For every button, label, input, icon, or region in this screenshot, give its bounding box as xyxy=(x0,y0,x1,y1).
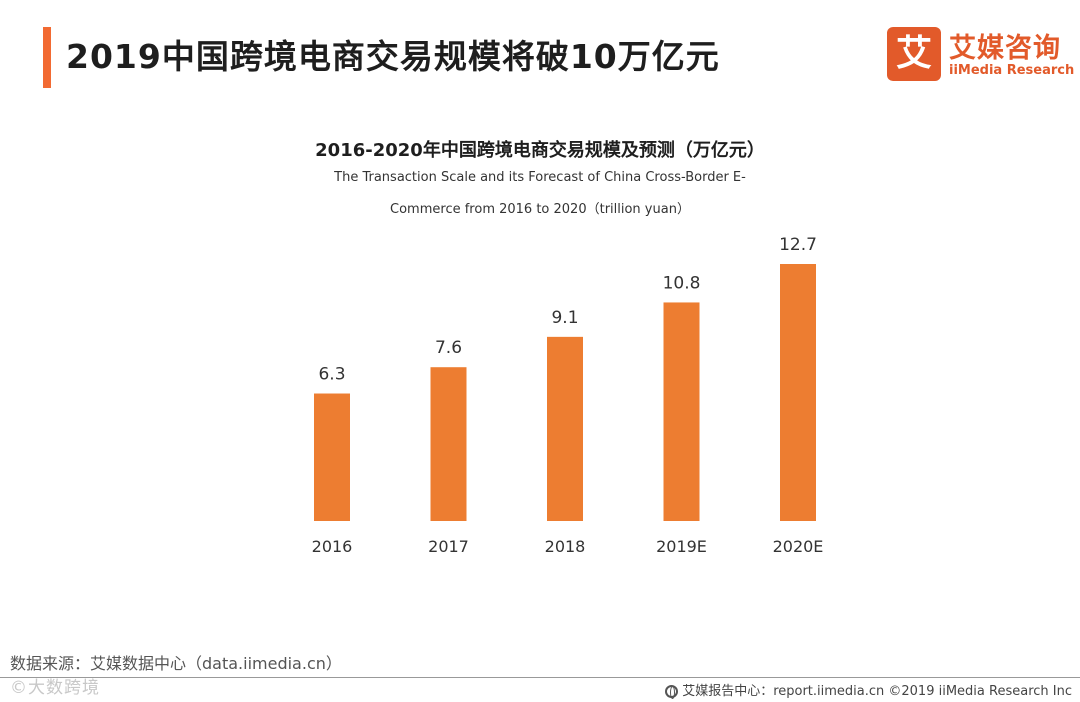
footer-copyright: 艾媒报告中心：report.iimedia.cn ©2019 iiMedia R… xyxy=(665,680,1072,699)
bar-2018 xyxy=(547,336,583,521)
x-tick-label-2019E: 2019E xyxy=(656,537,707,556)
logo-name-cn: 艾媒咨询 xyxy=(949,33,1061,64)
logo-mark-icon: 艾 xyxy=(887,27,941,81)
bar-2016 xyxy=(314,393,350,521)
x-tick-label-2020E: 2020E xyxy=(773,537,824,556)
data-source: 数据来源：艾媒数据中心（data.iimedia.cn） xyxy=(10,654,342,673)
chart-subtitle-line1: The Transaction Scale and its Forecast o… xyxy=(334,170,746,185)
value-label-2017: 7.6 xyxy=(435,338,462,358)
footer-divider xyxy=(0,677,1080,678)
x-tick-label-2017: 2017 xyxy=(428,537,469,556)
value-label-2019E: 10.8 xyxy=(663,273,701,293)
chart-subtitle-line2: Commerce from 2016 to 2020（trillion yuan… xyxy=(390,202,690,217)
title-accent-bar xyxy=(43,27,51,88)
bar-2019E xyxy=(663,302,700,521)
globe-icon xyxy=(665,685,679,699)
bar-2017 xyxy=(430,367,467,521)
x-tick-label-2016: 2016 xyxy=(312,537,353,556)
watermark: ©大数跨境 xyxy=(10,678,100,698)
value-label-2016: 6.3 xyxy=(318,365,345,385)
value-label-2018: 9.1 xyxy=(551,308,578,328)
iimedia-logo: 艾 艾媒咨询 iiMedia Research xyxy=(887,27,1074,85)
bar-2020E xyxy=(780,264,816,521)
logo-name-en: iiMedia Research xyxy=(949,63,1075,78)
page-title: 2019中国跨境电商交易规模将破10万亿元 xyxy=(66,37,720,76)
value-label-2020E: 12.7 xyxy=(779,235,817,255)
x-tick-label-2018: 2018 xyxy=(545,537,586,556)
chart-title: 2016-2020年中国跨境电商交易规模及预测（万亿元） xyxy=(315,140,765,161)
copyright-text: 艾媒报告中心：report.iimedia.cn ©2019 iiMedia R… xyxy=(682,684,1072,699)
